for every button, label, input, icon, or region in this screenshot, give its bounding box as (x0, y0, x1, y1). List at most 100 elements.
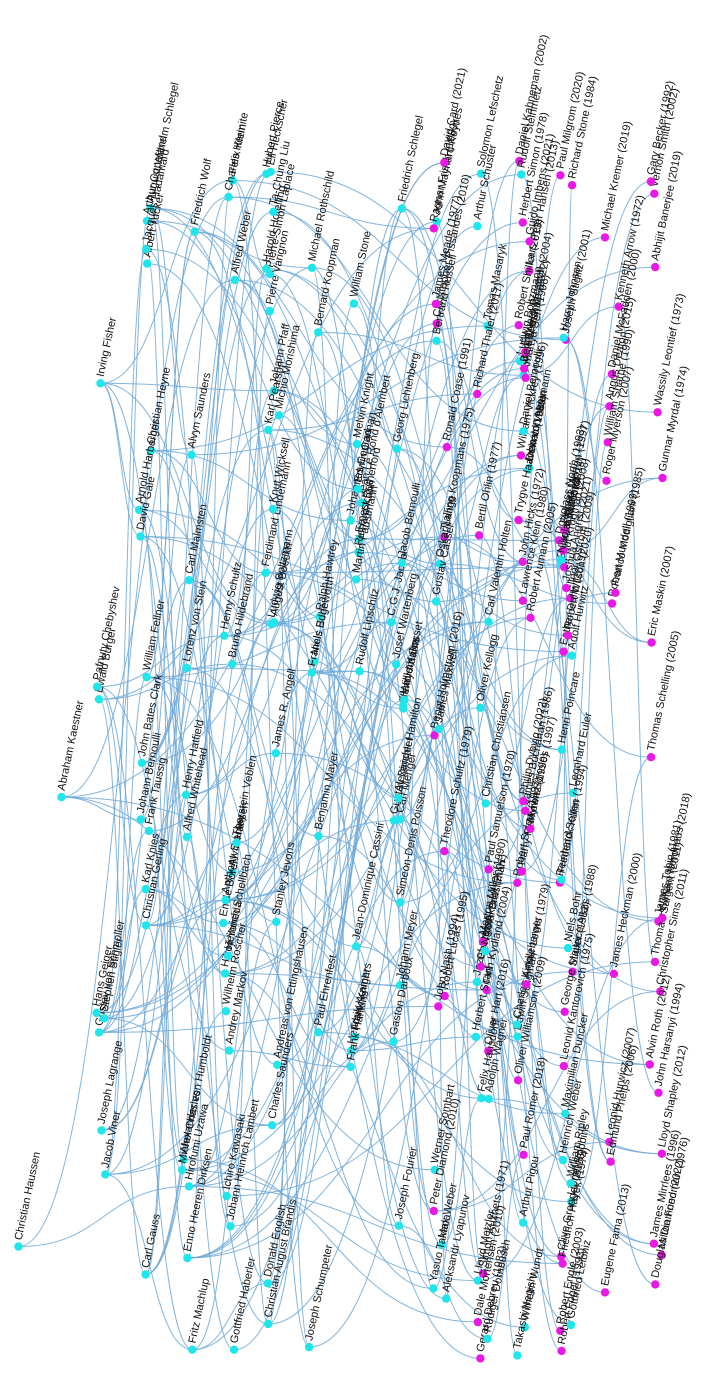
advisor-edge (476, 160, 520, 983)
advisor-edge (358, 551, 523, 602)
advisor-edge (446, 446, 565, 568)
advisor-edge (318, 324, 519, 1033)
node-dot (484, 1046, 493, 1056)
node-dot (515, 156, 524, 166)
advisor-edge (146, 508, 274, 926)
node-dot (478, 937, 488, 946)
advisor-edge (356, 443, 563, 1265)
advisor-edge (225, 597, 571, 901)
advisor-edge (272, 508, 401, 903)
node-dot (268, 504, 278, 514)
advisor-edge (145, 888, 229, 957)
advisor-edge (433, 1141, 610, 1212)
advisor-edge (436, 221, 486, 952)
node-dot (190, 227, 199, 236)
node-dot (651, 262, 660, 272)
node-dot (220, 969, 230, 978)
node-dot (392, 660, 401, 669)
advisor-edge (265, 467, 530, 574)
advisor-edge (187, 971, 573, 1259)
node-dot (607, 369, 617, 379)
node-dot (440, 532, 449, 541)
advisor-edge (232, 180, 566, 341)
advisor-edge (224, 502, 362, 637)
advisor-edge (273, 211, 654, 1245)
node-dot (556, 171, 565, 180)
advisor-edge (267, 429, 310, 1348)
advisor-edge (182, 1169, 479, 1282)
node-dot (557, 875, 566, 884)
node-dot (559, 1061, 569, 1071)
advisor-edge (100, 382, 140, 511)
node-dot (654, 1088, 663, 1098)
node-dot (555, 536, 564, 545)
node-dot (473, 389, 482, 399)
node-label: William Stone (348, 230, 374, 298)
node-dot (483, 1334, 492, 1344)
advisor-edge (521, 193, 655, 872)
node-dot (92, 682, 102, 691)
advisor-edge (526, 983, 564, 1161)
advisor-edge (148, 551, 359, 832)
node-dot (650, 189, 659, 198)
advisor-edge (145, 667, 188, 1275)
node-dot (396, 898, 405, 907)
node-dot (432, 217, 441, 226)
node-dot (560, 1007, 569, 1016)
node-dot (264, 1319, 273, 1329)
person-node: Christian Haussen (13, 1151, 43, 1251)
node-dot (228, 176, 237, 185)
node-dot (560, 563, 569, 572)
node-dot (224, 192, 233, 202)
advisor-edge (104, 820, 395, 1019)
advisor-edge (105, 621, 489, 1175)
node-dot (476, 1354, 485, 1363)
advisor-edge (225, 477, 663, 901)
advisor-edge (224, 174, 522, 637)
advisor-edge (401, 208, 523, 563)
laureate-node: James Heckman (2000) (608, 852, 644, 978)
advisor-edge (145, 579, 190, 926)
advisor-edge (444, 850, 481, 968)
advisor-edge (268, 429, 569, 636)
advisor-edge (188, 360, 521, 1187)
advisor-edge (187, 454, 522, 1259)
advisor-edge (271, 162, 445, 625)
node-dot (94, 1028, 104, 1037)
node-dot (600, 1288, 610, 1297)
advisor-edge (434, 734, 447, 1300)
advisor-edge (234, 279, 447, 1300)
node-dot (563, 631, 573, 640)
advisor-edge (186, 752, 276, 796)
node-label: Joseph Fourier (393, 1146, 420, 1221)
node-dot (352, 942, 361, 951)
advisor-edge (140, 536, 235, 1351)
node-dot (178, 1165, 187, 1175)
advisor-edge (150, 450, 266, 574)
advisor-edge (401, 562, 518, 1026)
person-node: Irving Fisher (95, 316, 119, 388)
node-dot (484, 1094, 493, 1104)
node-dot (310, 657, 319, 666)
node-dot (440, 158, 449, 167)
advisor-edge (104, 676, 148, 1175)
node-dot (314, 831, 323, 841)
advisor-edge (433, 868, 489, 1289)
advisor-edge (105, 173, 267, 1175)
node-dot (354, 548, 363, 557)
node-dot (434, 1002, 443, 1011)
advisor-edge (145, 196, 229, 890)
node-dot (435, 559, 444, 568)
node-dot (222, 1191, 231, 1201)
advisor-edge (265, 572, 663, 919)
person-node: Friedrich Schlegel (396, 115, 426, 213)
node-dot (516, 451, 526, 460)
node-dot (261, 568, 270, 578)
person-node: Arthur Schuster (472, 143, 499, 231)
node-dot (142, 216, 152, 225)
advisor-edge (565, 339, 659, 1094)
advisor-edge (399, 323, 438, 903)
node-dot (524, 465, 533, 474)
advisor-edge (272, 562, 402, 1126)
node-dot (558, 546, 568, 555)
